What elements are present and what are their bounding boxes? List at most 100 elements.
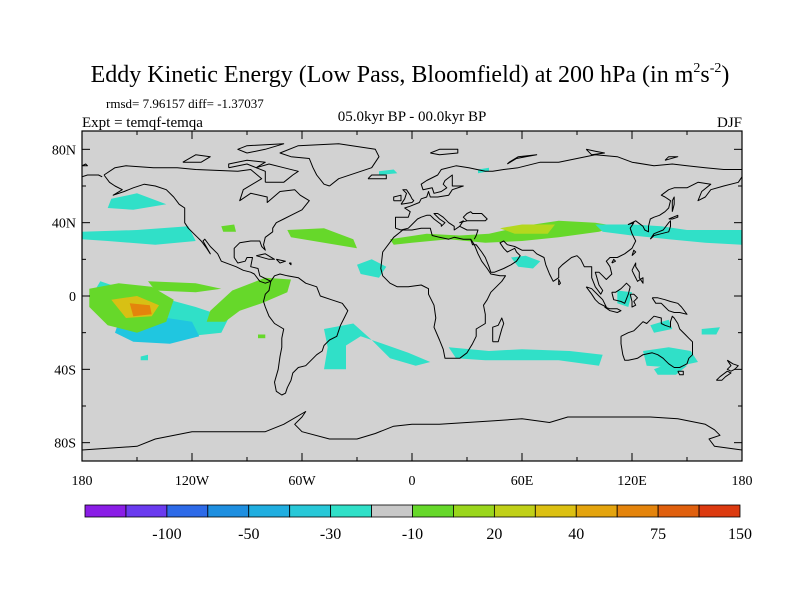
colorbar-box [207,504,250,518]
colorbar-label: -30 [320,526,341,543]
colorbar-label: 150 [728,526,752,543]
coastline [237,143,285,154]
colorbar-box [616,504,659,518]
anomaly-regions [82,167,742,375]
map-axes: 180 120W 60W 0 60E 120E 180 80N 40N 0 40S 80S [52,131,753,489]
coastline [470,176,742,295]
region-20 [148,281,222,293]
colorbar-box [330,504,372,518]
coastline [726,359,739,372]
coastline [620,315,693,368]
coastline [671,196,675,212]
colorbar-box [534,504,577,518]
coastline [585,148,605,156]
region--10 [595,224,742,245]
coastline [631,249,637,257]
colorbar-box [125,504,168,518]
coastline [585,286,607,308]
x-tick-label: 180 [72,474,93,489]
colorbar-label: 75 [650,526,666,543]
title-close-paren: ) [721,62,729,88]
coastline [649,220,671,240]
coastline [492,317,505,343]
coastline [395,154,742,229]
coastline [604,306,622,313]
region-20 [287,228,357,249]
coastline [367,174,387,180]
coastline [393,194,402,202]
coastline [263,273,349,396]
colorbar-box [371,504,413,518]
chart-title-main: Eddy Kinetic Energy (Low Pass, Bloomfiel… [91,62,694,88]
coastline [82,411,742,451]
period-label: 05.0kyr BP - 00.0kyr BP [338,109,487,125]
chart-title: Eddy Kinetic Energy (Low Pass, Bloomfiel… [91,61,730,88]
coastline [400,189,415,205]
coastline [506,154,538,165]
x-tick-label: 180 [732,474,753,489]
colorbar-box [698,504,741,518]
region--10 [324,323,431,370]
colorbar: -100 -50 -30 -10 20 40 75 150 [84,504,752,543]
coastline [103,165,310,284]
title-unit-exponent-1: 2 [693,61,700,76]
colorbar-box [84,504,127,518]
coastline [631,262,644,284]
region--10 [650,319,673,333]
colorbar-box [657,504,700,518]
x-tick-label: 60W [288,474,316,489]
y-tick-label: 80S [54,437,76,452]
y-tick-label: 80N [52,143,76,158]
region-75 [129,303,152,317]
coastline [611,282,631,304]
coastline [182,154,211,163]
coastline [668,214,679,220]
region--10 [643,347,698,368]
coastline [256,253,275,260]
colorbar-label: 20 [486,526,502,543]
colorbar-box [166,504,209,518]
colorbar-label: -50 [238,526,259,543]
experiment-label: Expt = temqf-temqa [82,115,203,131]
title-unit-exponent-2: -2 [710,61,722,76]
coastline [629,293,638,308]
region--10 [357,259,387,278]
region-20 [258,334,266,339]
coastline [664,156,679,161]
x-tick-label: 120W [175,474,210,489]
coastline [715,370,732,381]
coastline [651,297,688,315]
region--10 [107,193,167,210]
colorbar-box [248,504,291,518]
x-tick-label: 120E [617,474,647,489]
stats-label: rmsd= 7.96157 diff= -1.37037 [106,96,264,111]
colorbar-box [412,504,454,518]
colorbar-box [575,504,618,518]
x-tick-label: 60E [511,474,534,489]
coastline [275,258,286,264]
y-tick-label: 40N [52,217,76,232]
region-40 [500,224,555,234]
colorbar-label: -10 [402,526,423,543]
map-background [82,131,742,461]
title-unit-s: s [700,62,709,88]
coastline [82,163,88,167]
colorbar-box [493,504,536,518]
season-label: DJF [717,115,742,131]
x-tick-label: 0 [409,474,416,489]
region--10 [701,327,720,335]
coastline [395,211,488,231]
y-tick-label: 0 [69,290,76,305]
coastline [288,262,292,266]
colorbar-label: 40 [568,526,584,543]
y-tick-label: 40S [54,363,76,378]
region-20 [206,277,291,322]
coastline [430,148,459,156]
region-20 [221,224,236,232]
coastline [558,279,561,286]
coastline [677,370,684,376]
coastlines [82,143,742,451]
colorbar-box [289,504,332,518]
region--10 [82,226,196,245]
